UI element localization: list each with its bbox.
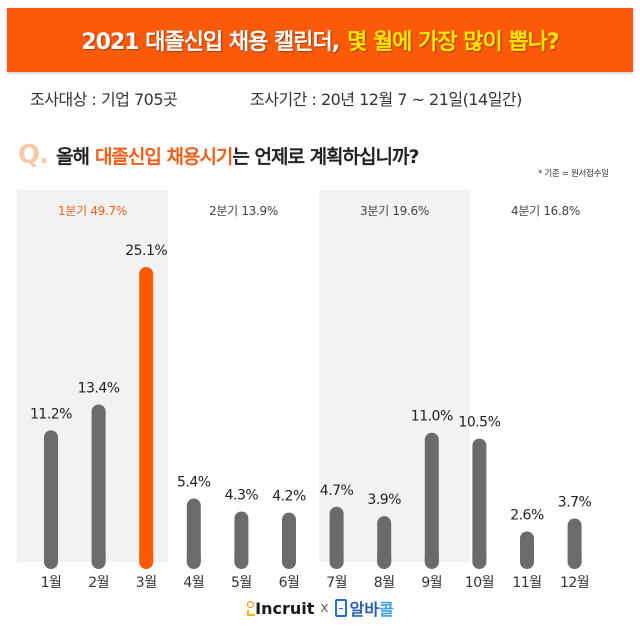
survey-period: 조사기간 : 20년 12월 7 ~ 21일(14일간) [250,90,522,109]
value-label-11월: 2.6% [510,507,544,523]
bar-10월 [472,438,487,569]
bar-base-10월 [472,555,487,562]
value-label-6월: 4.2% [272,489,306,505]
bar-base-9월 [424,555,439,562]
albacall-text-a: 알바 [349,600,380,619]
value-label-10월: 10.5% [458,415,500,431]
x-tick-1월: 1월 [41,575,62,591]
bar-base-11월 [520,555,534,562]
title-banner: 2021 대졸신입 채용 캘린더, 몇 월에 가장 많이 뽑나? [7,8,633,72]
bar-11월 [520,531,534,569]
x-tick-10월: 10월 [465,575,494,591]
x-tick-2월: 2월 [88,575,109,591]
criteria-note: * 기준 = 원서접수일 [538,169,609,179]
x-tick-7월: 7월 [326,575,347,591]
bar-3월 [139,267,154,569]
value-label-12월: 3.7% [558,495,592,511]
quarter-label-1: 1분기 49.7% [58,204,127,218]
bar-base-1월 [44,555,58,562]
title-main: 2021 대졸신입 채용 캘린더, [81,30,340,55]
question-highlight: 대졸신입 채용시기 [94,146,233,168]
value-label-5월: 4.3% [225,487,259,503]
value-label-1월: 11.2% [30,406,72,422]
survey-target: 조사대상 : 기업 705곳 [30,90,178,109]
x-tick-4월: 4월 [183,575,204,591]
value-label-8월: 3.9% [367,492,401,508]
value-label-9월: 11.0% [411,409,453,425]
bar-9월 [424,432,439,569]
bar-base-5월 [234,555,249,562]
question-heading: Q. 올해 대졸신입 채용시기 는 언제로 계획하십니까? [18,140,419,170]
bar-2월 [91,404,106,569]
bar-base-8월 [377,555,392,562]
question-prefix: 올해 [55,146,90,168]
bar-base-4월 [186,555,201,562]
value-label-2월: 13.4% [78,381,120,397]
bar-base-3월 [139,555,154,562]
x-tick-9월: 9월 [421,575,442,591]
bar-base-6월 [282,555,296,562]
x-tick-12월: 12월 [560,575,589,591]
x-tick-5월: 5월 [231,575,252,591]
title-highlight: 몇 월에 가장 많이 뽑나? [347,30,560,55]
x-tick-6월: 6월 [279,575,300,591]
bar-base-12월 [567,555,582,562]
incruit-logo: Incruit [246,599,314,618]
monthly-hiring-chart: 1분기 49.7% 2분기 13.9% 3분기 19.6% 4분기 16.8% 11.2… [17,190,592,591]
bar-base-2월 [91,555,106,562]
bar-5월 [234,511,249,569]
albacall-logo: 알바 콜 [334,596,394,620]
value-label-7월: 4.7% [320,483,354,499]
bar-7월 [329,506,344,569]
question-suffix: 는 언제로 계획하십니까? [232,146,419,168]
question-marker: Q. [18,140,49,170]
incruit-mark-icon [246,601,256,616]
x-tick-11월: 11월 [512,575,541,591]
incruit-text: Incruit [255,598,315,618]
bar-base-7월 [329,555,344,562]
value-label-3월: 25.1% [125,243,167,259]
footer-logos: Incruit x 알바 콜 [0,596,640,620]
x-tick-8월: 8월 [374,575,395,591]
bar-1월 [44,430,58,569]
bar-6월 [282,512,296,569]
quarter-label-2: 2분기 13.9% [209,204,278,218]
albacall-text-b: 콜 [379,600,394,619]
value-label-4월: 5.4% [177,475,211,491]
x-tick-3월: 3월 [136,575,157,591]
bar-4월 [186,498,201,569]
logo-separator: x [320,600,329,616]
phone-icon [334,599,347,617]
quarter-band-3 [319,190,470,562]
quarter-label-4: 4분기 16.8% [511,204,580,218]
quarter-label-3: 3분기 19.6% [360,204,429,218]
